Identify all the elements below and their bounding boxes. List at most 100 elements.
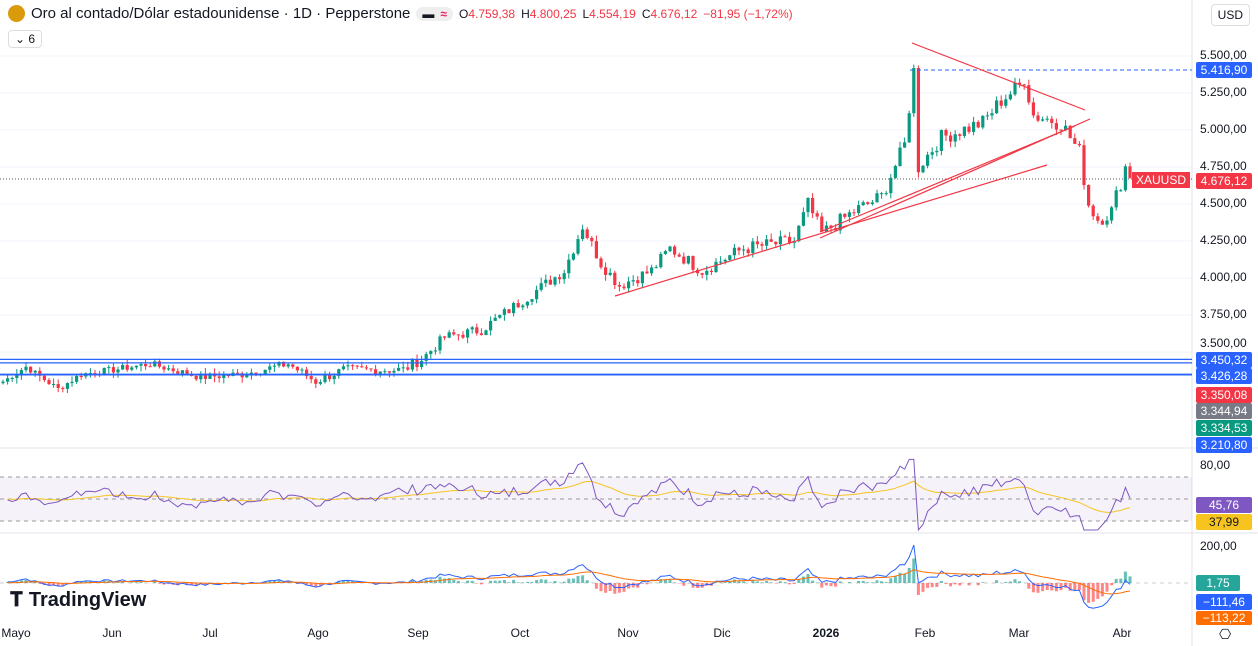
candle-body (801, 212, 805, 226)
candle-body (673, 246, 677, 255)
macd-histogram-bar (953, 583, 957, 585)
candle-body (38, 370, 42, 376)
indicators-toggle[interactable]: ⌄ 6 (8, 30, 43, 48)
candle-body (466, 329, 470, 338)
candle-body (397, 367, 401, 371)
macd-histogram-bar (493, 580, 497, 583)
macd-histogram-bar (806, 573, 810, 583)
tradingview-logo[interactable]: 𝐓 TradingView (10, 589, 147, 611)
candle-body (719, 261, 723, 263)
candle-body (875, 193, 879, 203)
candle-body (1008, 94, 1012, 100)
candle-body (456, 334, 460, 336)
settings-icon[interactable]: ⎔ (1219, 626, 1232, 642)
macd-histogram-bar (19, 580, 23, 583)
macd-histogram-bar (410, 580, 414, 583)
candle-body (783, 236, 787, 238)
price-tick: 4.000,00 (1200, 270, 1247, 284)
candle-body (870, 202, 874, 204)
macd-histogram-bar (1091, 583, 1095, 602)
candle-body (797, 225, 801, 242)
candle-body (52, 384, 56, 386)
macd-histogram-bar (1008, 581, 1012, 583)
price-label: 3.334,53 (1196, 420, 1252, 436)
macd-histogram-bar (203, 583, 207, 586)
candle-body (576, 239, 580, 254)
candle-body (636, 280, 640, 284)
macd-histogram-bar (995, 580, 999, 583)
candle-body (180, 370, 184, 374)
candle-body (640, 271, 644, 284)
macd-histogram-bar (130, 582, 134, 583)
macd-histogram-bar (1027, 583, 1031, 589)
candle-body (622, 286, 626, 289)
symbol-title[interactable]: Oro al contado/Dólar estadounidense · 1D… (31, 5, 411, 22)
candle-body (1100, 220, 1104, 225)
candle-body (502, 309, 506, 315)
candle-body (65, 383, 69, 389)
candle-body (926, 154, 930, 166)
status-pill[interactable]: ▬ ≈ (416, 6, 453, 21)
time-axis-label: Jun (102, 626, 122, 640)
macd-histogram-bar (949, 583, 953, 587)
candle-body (774, 241, 778, 245)
macd-histogram-bar (539, 579, 543, 583)
macd-histogram-bar (139, 581, 143, 583)
candle-body (217, 376, 221, 379)
macd-histogram-bar (659, 579, 663, 583)
macd-histogram-bar (47, 583, 51, 586)
candle-body (171, 368, 175, 372)
candle-body (392, 370, 396, 373)
candle-body (79, 376, 83, 378)
macd-value-label: −111,46 (1196, 594, 1252, 610)
macd-histogram-bar (567, 578, 571, 583)
candle-body (866, 202, 870, 204)
candle-body (461, 334, 465, 338)
candle-body (843, 213, 847, 217)
candle-body (1027, 85, 1031, 103)
macd-histogram-bar (976, 583, 980, 586)
currency-select[interactable]: USD (1210, 4, 1250, 26)
macd-histogram-bar (613, 583, 617, 594)
candle-body (677, 254, 681, 257)
candle-body (355, 365, 359, 367)
macd-hist-label: 1,75 (1196, 575, 1240, 591)
candle-body (438, 336, 442, 351)
candle-body (300, 369, 304, 371)
candle-body (686, 256, 690, 264)
macd-histogram-bar (1110, 583, 1114, 586)
macd-histogram-bar (502, 579, 506, 583)
macd-histogram-bar (912, 558, 916, 583)
candle-body (907, 113, 911, 143)
macd-histogram-bar (783, 582, 787, 583)
candle-body (1123, 166, 1127, 191)
candle-body (378, 371, 382, 375)
candle-body (985, 115, 989, 117)
trend-line (911, 42, 1086, 111)
candle-body (1036, 115, 1040, 121)
candle-body (107, 367, 111, 369)
macd-histogram-bar (1128, 576, 1132, 583)
candle-body (134, 365, 138, 368)
candle-body (222, 374, 226, 379)
candle-body (88, 373, 92, 375)
candle-body (42, 375, 46, 381)
macd-histogram-bar (723, 582, 727, 583)
time-axis-label: Oct (510, 626, 530, 640)
candle-body (383, 371, 387, 373)
macd-histogram-bar (1045, 583, 1049, 590)
candle-body (305, 369, 309, 377)
time-axis-label: Sep (407, 626, 429, 640)
candle-body (29, 366, 33, 373)
candle-body (659, 253, 663, 268)
candle-body (493, 317, 497, 321)
candle-body (1013, 82, 1017, 95)
macd-histogram-bar (1100, 583, 1104, 597)
candle-body (291, 364, 295, 367)
candle-body (521, 305, 525, 308)
gold-icon (8, 5, 25, 22)
macd-histogram-bar (535, 580, 539, 583)
candle-body (47, 380, 51, 385)
macd-histogram-bar (84, 580, 88, 583)
